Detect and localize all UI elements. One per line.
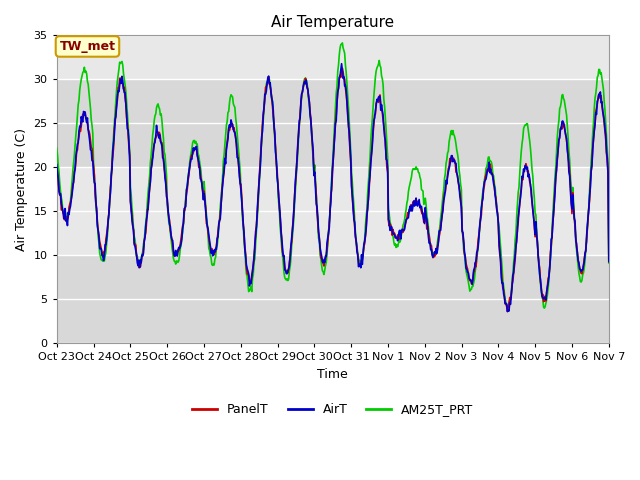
Legend: PanelT, AirT, AM25T_PRT: PanelT, AirT, AM25T_PRT (187, 398, 478, 421)
Bar (57, 255, 609, 343)
Y-axis label: Air Temperature (C): Air Temperature (C) (15, 128, 28, 251)
Bar (57, 79, 609, 167)
Text: TW_met: TW_met (60, 40, 115, 53)
Bar (57, 167, 609, 255)
X-axis label: Time: Time (317, 368, 348, 381)
Title: Air Temperature: Air Temperature (271, 15, 394, 30)
Bar (57, 36, 609, 79)
